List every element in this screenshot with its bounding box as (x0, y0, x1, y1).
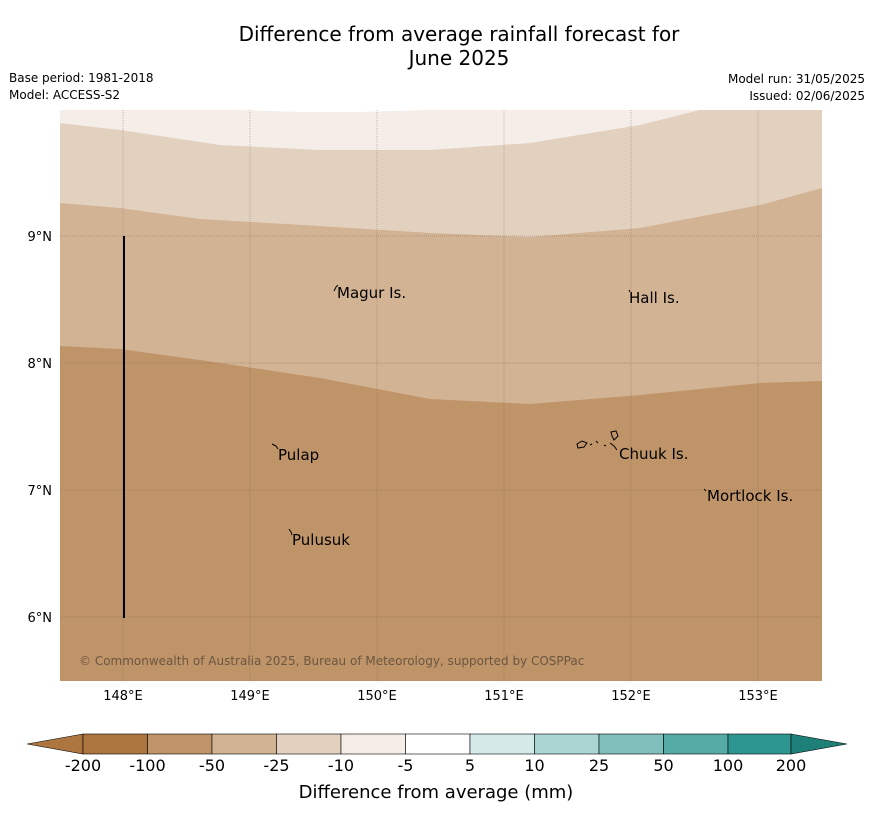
band-zero (240, 110, 430, 112)
colorbar-swatch-9 (598, 733, 664, 755)
colorbar-tick-12: 200 (776, 756, 807, 775)
place-chuuk: Chuuk Is. (619, 445, 688, 463)
copyright-text: © Commonwealth of Australia 2025, Bureau… (79, 654, 584, 668)
colorbar-extend-low (26, 733, 84, 755)
rainfall-map-area: Magur Is. Hall Is. Pulap Chuuk Is. Mortl… (60, 110, 822, 681)
colorbar-swatch-3 (211, 733, 277, 755)
colorbar-ticks: -200 -100 -50 -25 -10 -5 5 10 25 50 100 … (65, 756, 806, 775)
band-neg10 (60, 110, 822, 150)
colorbar-tick-2: -100 (129, 756, 165, 775)
lon-label-148e: 148°E (103, 689, 143, 704)
issued-text: Issued: 02/06/2025 (749, 89, 865, 103)
colorbar-swatch-7 (469, 733, 535, 755)
colorbar-swatch-1 (82, 733, 148, 755)
place-magur: Magur Is. (337, 284, 406, 302)
colorbar-swatch-11 (727, 733, 792, 755)
colorbar-tick-7: 5 (465, 756, 475, 775)
colorbar-swatch-4 (276, 733, 342, 755)
colorbar-tick-6: -5 (398, 756, 414, 775)
meta-left: Base period: 1981-2018 Model: ACCESS-S2 (9, 70, 154, 104)
longitude-labels: 148°E 149°E 150°E 151°E 152°E 153°E (103, 689, 778, 704)
map-title: Difference from average rainfall forecas… (0, 22, 873, 70)
model-text: Model: ACCESS-S2 (9, 88, 121, 102)
colorbar-label: Difference from average (mm) (299, 782, 574, 803)
gridlines (60, 110, 822, 681)
colorbar-tick-11: 100 (713, 756, 744, 775)
colorbar-tick-9: 25 (589, 756, 609, 775)
colorbar-swatch-8 (534, 733, 600, 755)
island-outlines (271, 284, 707, 536)
meta-right: Model run: 31/05/2025 Issued: 02/06/2025 (728, 71, 865, 105)
map-title-line1: Difference from average rainfall forecas… (238, 22, 680, 46)
lat-label-6n: 6°N (28, 611, 53, 626)
colorbar-tick-4: -25 (263, 756, 289, 775)
colorbar-extend-high (790, 733, 848, 755)
lat-label-8n: 8°N (28, 357, 53, 372)
map-title-line2: June 2025 (408, 46, 510, 70)
lon-label-150e: 150°E (357, 689, 397, 704)
place-pulap: Pulap (278, 446, 319, 464)
colorbar-swatch-5 (340, 733, 406, 755)
lon-label-153e: 153°E (738, 689, 778, 704)
colorbar-tick-8: 10 (524, 756, 544, 775)
colorbar-tick-5: -10 (328, 756, 354, 775)
place-hall: Hall Is. (629, 289, 680, 307)
place-mortlock: Mortlock Is. (707, 487, 793, 505)
lat-label-7n: 7°N (28, 484, 53, 499)
lon-label-152e: 152°E (611, 689, 651, 704)
colorbar-swatch-10 (663, 733, 729, 755)
place-pulusuk: Pulusuk (292, 531, 350, 549)
colorbar-swatch-6 (405, 733, 471, 755)
model-run-text: Model run: 31/05/2025 (727, 72, 865, 86)
colorbar-tick-3: -50 (199, 756, 225, 775)
lat-label-9n: 9°N (28, 230, 53, 245)
lon-label-151e: 151°E (484, 689, 524, 704)
colorbar-swatch-2 (147, 733, 213, 755)
colorbar-tick-10: 50 (653, 756, 673, 775)
latitude-labels: 9°N 8°N 7°N 6°N (28, 230, 53, 626)
colorbar-tick-1: -200 (65, 756, 101, 775)
lon-label-149e: 149°E (230, 689, 270, 704)
base-period-text: Base period: 1981-2018 (9, 71, 154, 85)
colorbar (26, 733, 848, 755)
